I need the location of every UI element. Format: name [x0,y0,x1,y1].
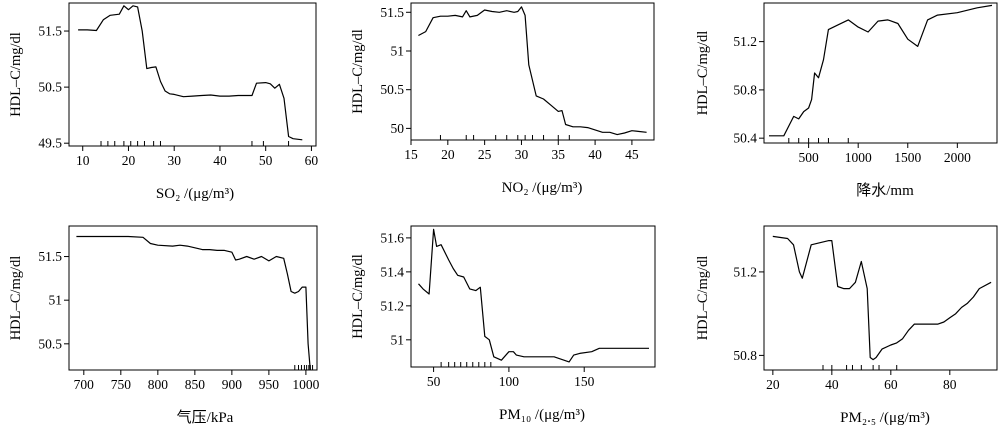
series-line [78,5,303,141]
panel-1: 10 20 30 40 50 60 49.5 50.5 51.5 SO₂ /(μg/m³) HDL–… [8,2,319,202]
x-tick-label: 900 [222,377,243,392]
x-tick-label: 15 [404,147,418,162]
x-axis-label: PM₁₀ /(μg/m³) [499,407,585,423]
x-tick-label: 60 [884,377,898,392]
plot-frame [68,225,318,371]
series-line [418,6,647,136]
x-axis-label: SO₂ /(μg/m³) [156,186,234,202]
panel-grid: 10 20 30 40 50 60 49.5 50.5 51.5 SO₂ /(μg/m³) HDL–… [8,2,998,426]
x-tick-label: 50 [259,153,273,168]
y-tick-label: 51.5 [38,249,62,264]
x-tick-label: 150 [574,374,595,389]
x-axis-label: NO₂ /(μg/m³) [502,180,583,196]
x-tick-label: 40 [588,147,602,162]
x-tick-label: 30 [167,153,181,168]
series-line [76,235,311,371]
x-tick-label: 1500 [894,150,921,165]
x-tick-label: 800 [148,377,169,392]
x-tick-label: 60 [305,153,319,168]
x-axis-label: 降水/mm [856,182,914,199]
x-tick-label: 700 [74,377,95,392]
x-tick-label: 35 [552,147,566,162]
panel-2: 15 20 25 30 35 40 45 50 50.5 51 51.5 NO₂ /(μg/m³) HD… [350,2,655,196]
x-tick-label: 20 [122,153,136,168]
x-tick-label: 40 [825,377,839,392]
x-tick-label: 80 [943,377,957,392]
y-tick-label: 51.4 [380,264,404,279]
y-axis-label: HDL–C/mg/dl [350,29,366,114]
x-tick-label: 750 [111,377,132,392]
x-tick-label: 950 [259,377,280,392]
y-tick-label: 50 [391,121,405,136]
x-tick-label: 50 [427,374,441,389]
x-tick-label: 25 [478,147,492,162]
x-tick-label: 1000 [845,150,872,165]
plot-frame [68,2,317,147]
x-tick-label: 500 [798,150,819,165]
y-tick-label: 50.5 [380,82,404,97]
plot-frame [763,2,998,144]
y-axis-label: HDL–C/mg/dl [695,256,711,341]
y-tick-label: 51.5 [38,24,62,39]
y-axis-label: HDL–C/mg/dl [8,32,24,117]
y-tick-label: 49.5 [38,136,62,151]
y-tick-label: 51 [49,293,63,308]
y-tick-label: 50.8 [733,348,757,363]
x-tick-label: 40 [213,153,227,168]
y-tick-label: 51.2 [733,34,757,49]
y-axis-label: HDL–C/mg/dl [8,256,24,341]
x-tick-label: 20 [766,377,780,392]
y-tick-label: 51.2 [380,298,404,313]
panel-6: 20 40 60 80 50.8 51.2 PM₂.₅ /(μg/m³) HDL–C/mg/d… [695,225,998,426]
y-tick-label: 50.4 [733,131,757,146]
x-tick-label: 100 [499,374,520,389]
y-tick-label: 51 [391,332,405,347]
plot-frame [763,225,998,371]
x-tick-label: 20 [441,147,455,162]
series-line [769,4,993,137]
y-tick-label: 51.5 [380,5,404,20]
x-tick-label: 2000 [944,150,971,165]
x-tick-label: 10 [76,153,90,168]
y-tick-label: 50.5 [38,336,62,351]
x-tick-label: 30 [515,147,529,162]
panel-4: 700 750 800 850 900 950 1000 50.5 51 51.5 气压/kPa HD… [8,225,320,426]
panel-3: 500 1000 1500 2000 50.4 50.8 51.2 降水/mm HDL–C/mg… [695,2,998,199]
y-tick-label: 51.6 [380,230,404,245]
series-line [772,235,992,361]
y-tick-label: 51 [391,43,405,58]
y-tick-label: 50.5 [38,80,62,95]
y-tick-label: 50.8 [733,82,757,97]
y-axis-label: HDL–C/mg/dl [695,31,711,116]
x-tick-label: 45 [625,147,639,162]
y-axis-label: HDL–C/mg/dl [350,254,366,339]
y-tick-label: 51.2 [733,264,757,279]
plot-frame [410,225,656,368]
x-tick-label: 850 [185,377,206,392]
x-tick-label: 1000 [292,377,319,392]
panel-5: 50 100 150 51 51.2 51.4 51.6 PM₁₀ /(μg/m³) HDL–C… [350,225,656,423]
x-axis-label: PM₂.₅ /(μg/m³) [840,410,930,426]
series-line [418,228,649,363]
x-axis-label: 气压/kPa [177,409,234,426]
plot-frame [410,2,655,141]
